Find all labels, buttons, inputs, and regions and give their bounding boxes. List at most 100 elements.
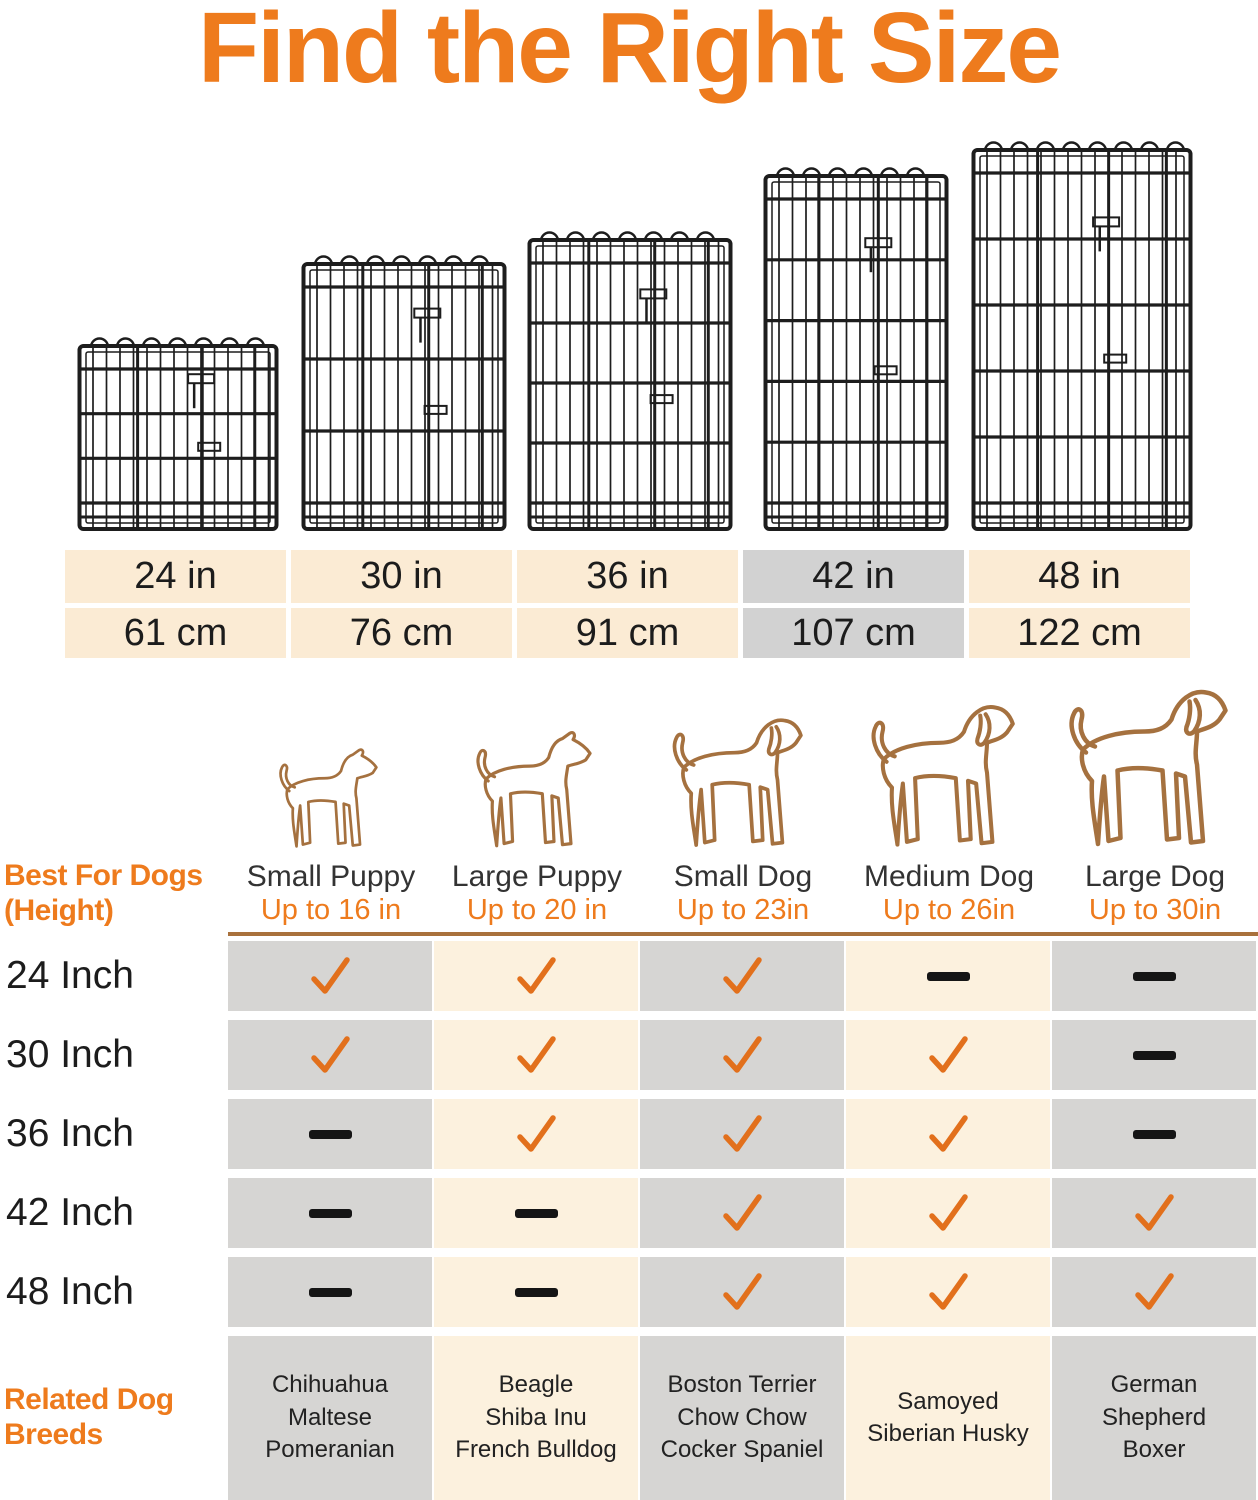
check-icon <box>1135 1273 1174 1310</box>
page-title: Find the Right Size <box>198 0 1062 104</box>
grid-cell <box>434 941 638 1011</box>
column-label: Large Puppy <box>451 860 623 893</box>
size-cell-cm: 122 cm <box>969 608 1190 658</box>
check-icon <box>517 1115 556 1152</box>
breed-cell: German Shepherd Boxer <box>1052 1336 1256 1500</box>
column-label: Medium Dog <box>863 860 1035 893</box>
dash-icon <box>514 1287 558 1297</box>
related-breeds-line2: Breeds <box>4 1418 103 1452</box>
grid-cell <box>846 1099 1050 1169</box>
breed-name: Beagle <box>498 1371 574 1399</box>
grid-row-label: 48 Inch <box>6 1270 134 1313</box>
dash-icon <box>1132 1050 1176 1060</box>
wire-crate-icon <box>763 167 949 531</box>
dash-icon <box>1132 971 1176 981</box>
grid-cell <box>434 1178 638 1248</box>
grid-cell <box>640 1257 844 1327</box>
grid-cell <box>228 1257 432 1327</box>
breed-cell: Samoyed Siberian Husky <box>846 1336 1050 1500</box>
related-breeds-line1: Related Dog <box>4 1383 174 1416</box>
column-sublabel: Up to 26in <box>882 894 1016 926</box>
breed-name: Boxer <box>1122 1436 1186 1464</box>
column-sublabel: Up to 20 in <box>466 894 608 926</box>
size-cell-in: 30 in <box>291 550 512 603</box>
grid-cell <box>640 1099 844 1169</box>
grid-cell <box>1052 941 1256 1011</box>
breed-name: Chow Chow <box>677 1403 807 1431</box>
grid-cell <box>228 1178 432 1248</box>
breed-name: French Bulldog <box>455 1436 617 1464</box>
check-icon <box>723 1036 762 1073</box>
best-for-dogs-line2: (Height) <box>4 894 114 928</box>
grid-cell <box>640 1178 844 1248</box>
breed-cell: Chihuahua Maltese Pomeranian <box>228 1336 432 1500</box>
breed-name: Maltese <box>287 1403 373 1431</box>
check-icon <box>311 957 350 994</box>
grid-cell <box>846 941 1050 1011</box>
grid-cell <box>228 941 432 1011</box>
grid-row-label: 24 Inch <box>6 954 134 997</box>
dog-silhouette-icon <box>672 718 803 847</box>
grid-cell <box>434 1020 638 1090</box>
size-cell-in: 42 in <box>743 550 964 603</box>
check-icon <box>723 1273 762 1310</box>
dash-icon <box>514 1208 558 1218</box>
breed-name: Shiba Inu <box>485 1403 587 1431</box>
dash-icon <box>308 1287 352 1297</box>
dog-silhouette-icon <box>476 730 592 848</box>
breed-name: German <box>1110 1371 1198 1399</box>
check-icon <box>723 1115 762 1152</box>
check-icon <box>517 957 556 994</box>
dog-silhouette-icon <box>1069 689 1228 847</box>
wire-crate-icon <box>77 337 279 531</box>
breed-name: Shepherd <box>1101 1403 1207 1431</box>
check-icon <box>517 1036 556 1073</box>
breed-cell: Beagle Shiba Inu French Bulldog <box>434 1336 638 1500</box>
best-for-dogs-line1: Best For Dogs <box>4 859 203 892</box>
dash-icon <box>926 971 970 981</box>
size-cell-cm: 107 cm <box>743 608 964 658</box>
dash-icon <box>1132 1129 1176 1139</box>
column-sublabel: Up to 30in <box>1088 894 1222 926</box>
grid-cell <box>434 1257 638 1327</box>
size-cell-cm: 61 cm <box>65 608 286 658</box>
grid-row-label: 42 Inch <box>6 1191 134 1234</box>
dash-icon <box>308 1208 352 1218</box>
grid-cell <box>846 1020 1050 1090</box>
grid-cell <box>1052 1020 1256 1090</box>
breed-name: Boston Terrier <box>667 1371 817 1399</box>
table-top-rule <box>228 932 1258 936</box>
check-icon <box>929 1194 968 1231</box>
breed-name: Cocker Spaniel <box>660 1436 824 1464</box>
check-icon <box>1135 1194 1174 1231</box>
related-breeds-header: Related Dog Breeds <box>4 1382 174 1452</box>
grid-cell <box>846 1257 1050 1327</box>
check-icon <box>723 1194 762 1231</box>
breed-cell: Boston Terrier Chow Chow Cocker Spaniel <box>640 1336 844 1500</box>
column-label: Large Dog <box>1084 860 1226 893</box>
check-icon <box>929 1115 968 1152</box>
grid-cell <box>640 941 844 1011</box>
check-icon <box>723 957 762 994</box>
grid-cell <box>1052 1257 1256 1327</box>
dog-silhouette-icon <box>279 748 378 848</box>
column-label: Small Puppy <box>246 860 416 893</box>
breed-name: Pomeranian <box>265 1436 395 1464</box>
dog-silhouette-icon <box>871 705 1015 847</box>
column-sublabel: Up to 23in <box>676 894 810 926</box>
size-cell-cm: 91 cm <box>517 608 738 658</box>
grid-cell <box>228 1099 432 1169</box>
grid-cell <box>1052 1178 1256 1248</box>
grid-cell <box>1052 1099 1256 1169</box>
grid-row-label: 36 Inch <box>6 1112 134 1155</box>
check-icon <box>929 1273 968 1310</box>
breed-name: Siberian Husky <box>867 1420 1029 1447</box>
size-cell-in: 48 in <box>969 550 1190 603</box>
grid-row-label: 30 Inch <box>6 1033 134 1076</box>
grid-cell <box>846 1178 1050 1248</box>
size-cell-cm: 76 cm <box>291 608 512 658</box>
wire-crate-icon <box>971 141 1193 531</box>
size-cell-in: 36 in <box>517 550 738 603</box>
check-icon <box>929 1036 968 1073</box>
